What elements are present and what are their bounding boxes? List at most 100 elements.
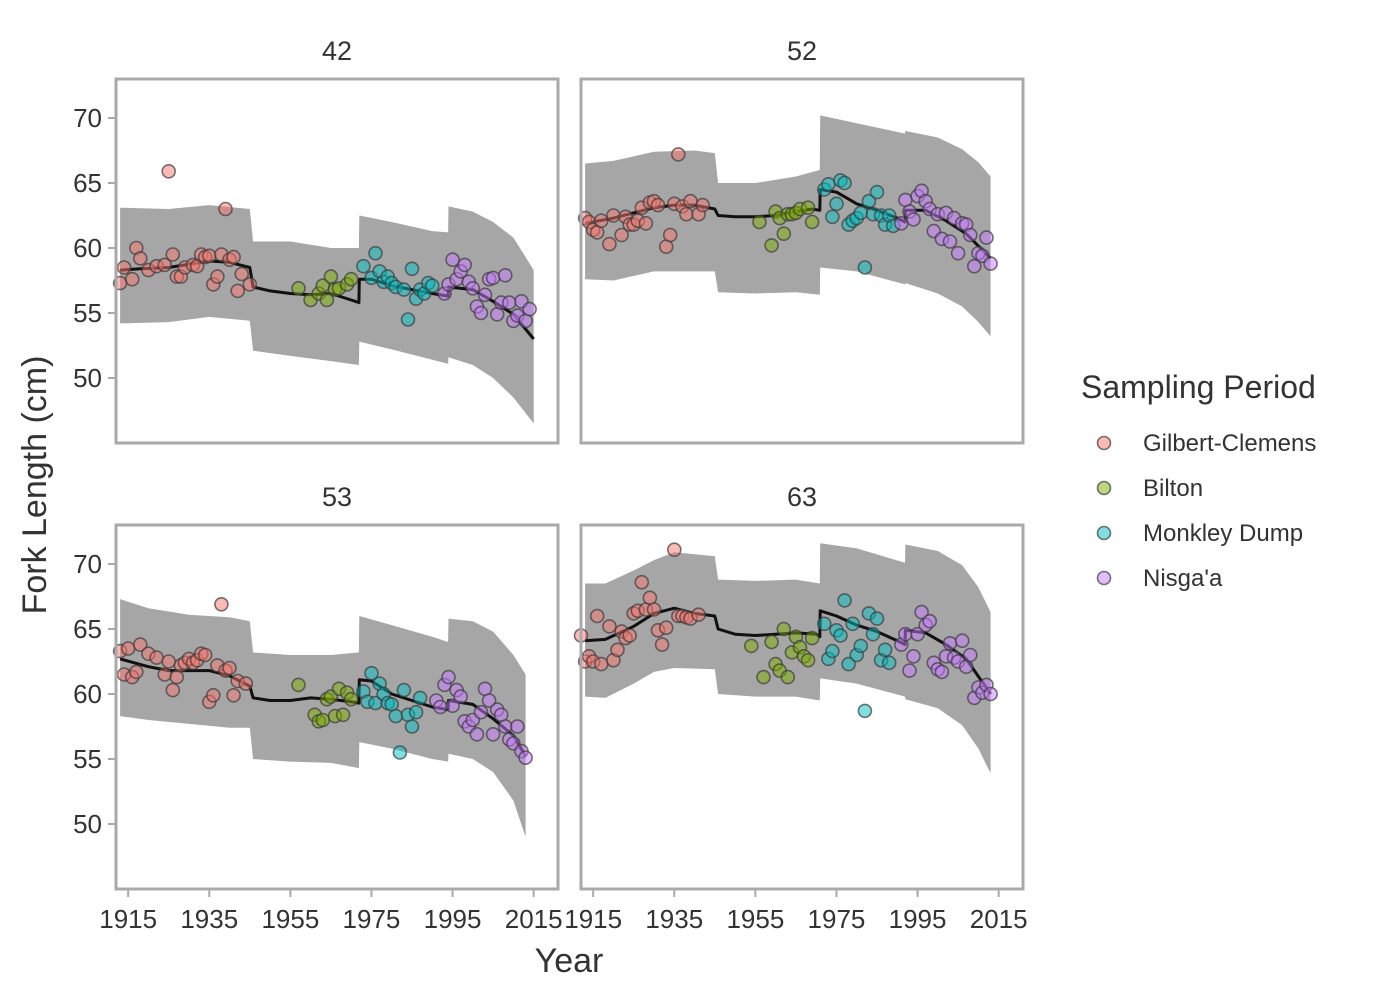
data-point: [396, 682, 412, 698]
legend-key: [1096, 525, 1112, 541]
data-point: [481, 693, 497, 708]
facet-title: 53: [322, 482, 352, 512]
panel-border: [579, 523, 1025, 891]
x-tick-label: 1995: [889, 904, 947, 934]
data-point: [445, 698, 460, 714]
data-point: [881, 655, 897, 671]
data-point: [845, 616, 861, 632]
data-point: [756, 669, 771, 685]
facet-title: 52: [787, 36, 817, 66]
data-point: [764, 238, 779, 253]
data-point: [124, 271, 140, 287]
legend-key: [1096, 435, 1112, 451]
series-bilton: [291, 269, 359, 308]
data-point: [606, 208, 621, 223]
data-point: [510, 719, 525, 734]
data-point: [962, 227, 978, 243]
data-point: [841, 656, 856, 672]
panel-border: [579, 77, 1025, 445]
data-point: [120, 641, 136, 656]
legend-label: Gilbert-Clemens: [1143, 430, 1316, 457]
x-tick-label: 1935: [180, 904, 238, 934]
y-tick-label: 55: [73, 744, 102, 774]
data-point: [954, 633, 970, 649]
data-point: [691, 607, 706, 623]
data-point: [869, 184, 885, 200]
data-point: [800, 652, 816, 668]
data-point: [857, 260, 873, 275]
panel-border: [114, 523, 560, 891]
data-point: [966, 258, 982, 274]
data-point: [800, 200, 816, 215]
data-point: [214, 596, 229, 612]
data-point: [161, 654, 176, 669]
data-point: [853, 638, 869, 654]
x-tick-label: 1935: [645, 904, 703, 934]
data-point: [638, 216, 654, 231]
data-point: [679, 206, 694, 222]
panel-42: 42: [112, 36, 560, 445]
data-point: [666, 542, 682, 558]
panel-63: 63: [573, 482, 1025, 891]
data-point: [485, 270, 501, 286]
data-point: [654, 637, 670, 652]
data-point: [683, 193, 698, 209]
data-point: [197, 647, 213, 663]
x-tick-label: 1975: [343, 904, 401, 934]
data-point: [942, 635, 958, 651]
data-point: [893, 216, 909, 231]
data-point: [412, 690, 428, 706]
series-bilton: [743, 621, 820, 685]
data-point: [695, 197, 711, 213]
series-nisga-a: [893, 604, 998, 706]
data-point: [206, 687, 221, 703]
x-tick-label: 2015: [970, 904, 1028, 934]
data-point: [898, 626, 913, 642]
data-point: [222, 660, 237, 676]
data-point: [610, 642, 625, 658]
legend-item-nisga-a: Nisga'a: [1096, 565, 1223, 592]
data-point: [914, 604, 929, 620]
data-point: [388, 708, 404, 724]
data-point: [776, 226, 792, 241]
data-point: [291, 280, 306, 296]
axes: 50 55 60 65 70 50 55 60 65 70 1915 1935 1955 1975 1995…: [73, 103, 1028, 934]
series-monkley-dump: [356, 665, 428, 760]
data-point: [589, 608, 605, 624]
data-point: [165, 682, 181, 698]
data-point: [465, 280, 481, 296]
data-point: [614, 227, 629, 243]
data-point: [776, 621, 792, 637]
legend: Sampling Period Gilbert-Clemens Bilton Mon…: [1081, 369, 1316, 592]
data-point: [853, 205, 869, 221]
data-point: [837, 175, 852, 191]
data-point: [934, 664, 950, 680]
data-point: [202, 248, 217, 264]
data-point: [906, 212, 921, 227]
data-point: [865, 626, 881, 642]
legend-label: Nisga'a: [1143, 565, 1223, 592]
data-point: [343, 691, 359, 707]
series-nisga-a: [437, 252, 537, 329]
data-point: [238, 676, 254, 691]
facet-title: 42: [322, 36, 352, 66]
y-tick-label: 55: [73, 298, 102, 328]
data-point: [942, 234, 958, 249]
data-point: [646, 602, 662, 617]
data-point: [165, 247, 181, 262]
x-tick-label: 1915: [564, 904, 622, 934]
data-point: [404, 261, 420, 277]
data-point: [501, 295, 517, 310]
data-point: [670, 147, 686, 162]
data-point: [593, 656, 609, 672]
data-point: [441, 669, 456, 685]
legend-label: Bilton: [1143, 475, 1203, 502]
legend-title: Sampling Period: [1081, 369, 1316, 405]
data-point: [210, 269, 225, 284]
series-monkley-dump: [816, 173, 901, 275]
data-point: [356, 258, 371, 274]
series-nisga-a: [893, 183, 998, 274]
data-point: [473, 305, 489, 321]
legend-item-monkley-dump: Monkley Dump: [1096, 520, 1303, 547]
interval-ribbon: [585, 115, 991, 337]
